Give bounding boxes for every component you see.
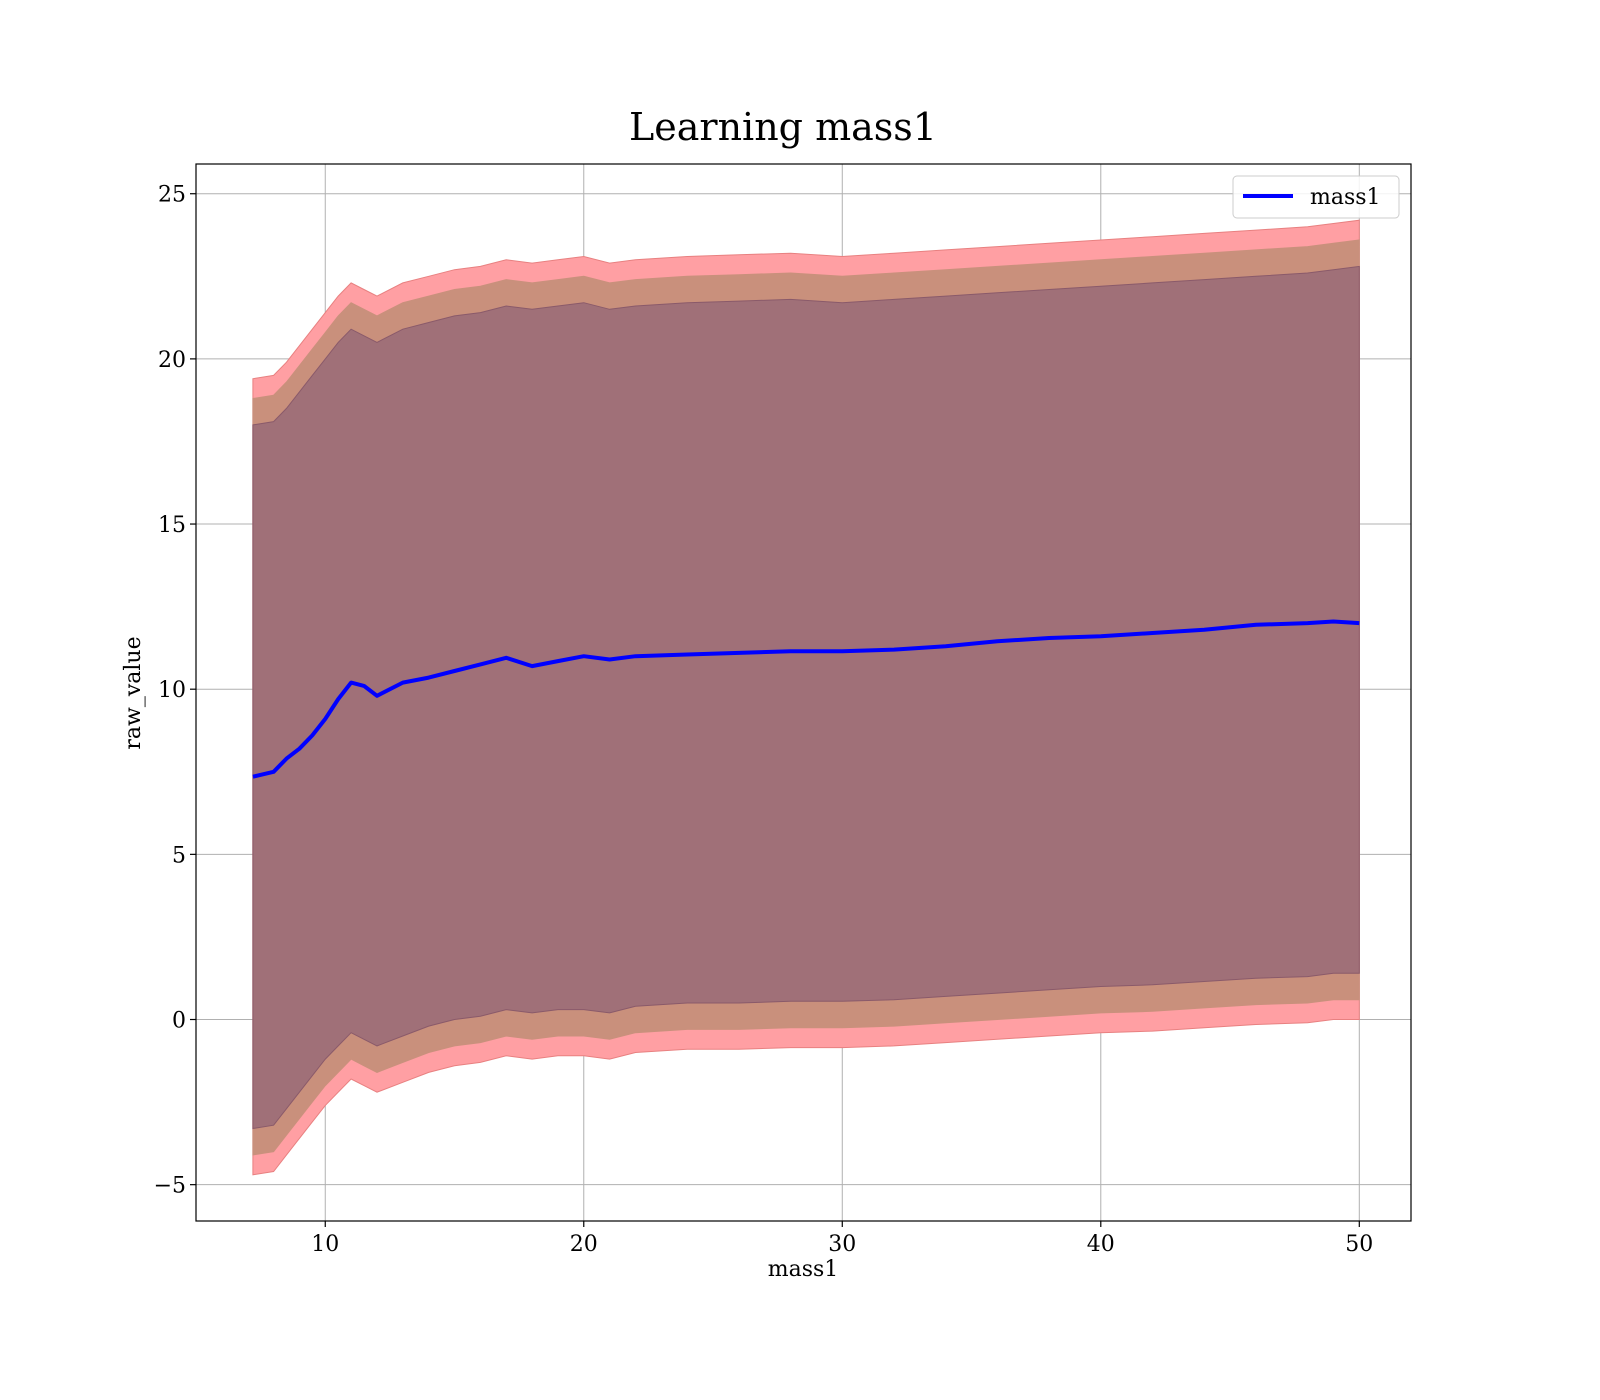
series-line-mass1 bbox=[252, 619, 1360, 779]
x-tick-label-40: 40 bbox=[1087, 1232, 1115, 1257]
y-axis-label: raw_value bbox=[121, 636, 146, 749]
confidence-bands bbox=[252, 219, 1360, 1176]
axis-ticks: 10 20 30 40 50 −5 0 5 10 15 20 25 bbox=[154, 183, 1374, 1257]
series-lines bbox=[252, 619, 1360, 779]
x-axis-label: mass1 bbox=[768, 1257, 839, 1282]
legend: mass1 bbox=[1232, 175, 1400, 219]
y-tick-label-10: 10 bbox=[158, 678, 186, 703]
y-tick-label-15: 15 bbox=[158, 513, 186, 538]
chart-title: Learning mass1 bbox=[629, 105, 937, 149]
y-tick-label-5: 5 bbox=[172, 843, 186, 868]
y-tick-label-25: 25 bbox=[158, 183, 186, 208]
x-tick-label-20: 20 bbox=[570, 1232, 598, 1257]
plot-frame bbox=[195, 163, 1412, 1222]
x-tick-label-30: 30 bbox=[828, 1232, 856, 1257]
y-tick-label--5: −5 bbox=[154, 1174, 186, 1199]
x-tick-label-50: 50 bbox=[1345, 1232, 1373, 1257]
y-tick-label-20: 20 bbox=[158, 348, 186, 373]
legend-label-mass1: mass1 bbox=[1310, 185, 1381, 210]
x-tick-label-10: 10 bbox=[311, 1232, 339, 1257]
y-tick-label-0: 0 bbox=[172, 1009, 186, 1034]
legend-box bbox=[1232, 175, 1400, 219]
band-inner bbox=[252, 265, 1360, 1130]
